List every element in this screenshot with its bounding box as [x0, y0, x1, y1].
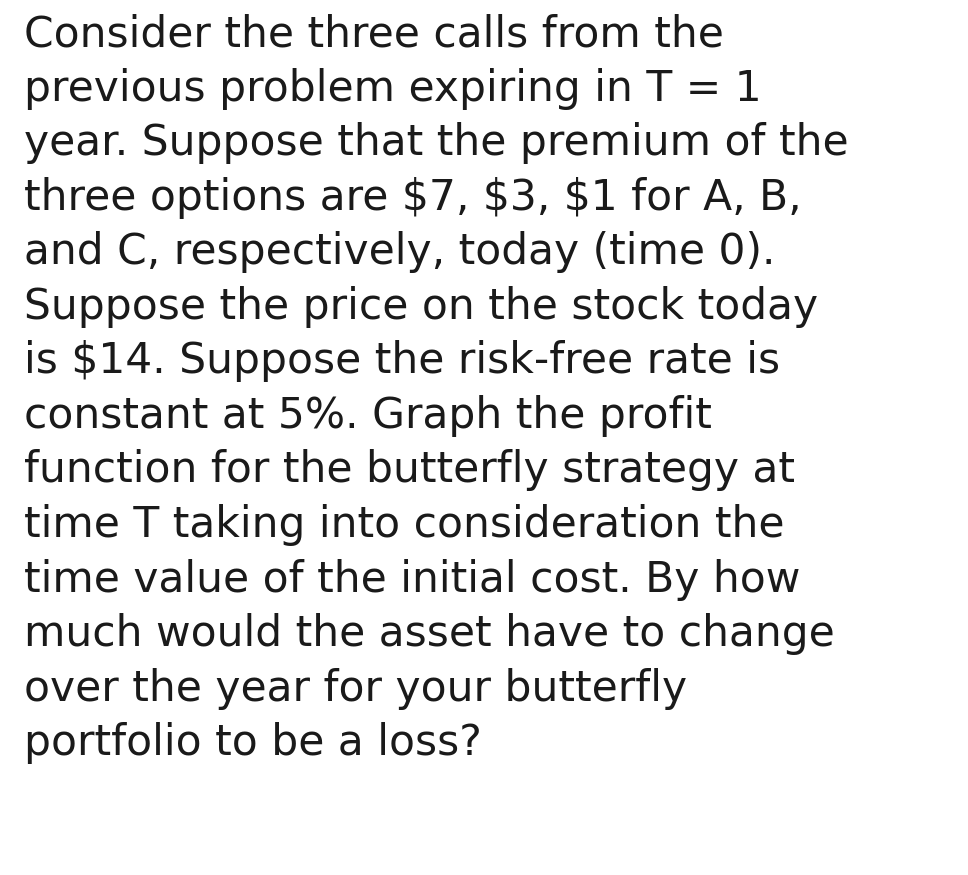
Text: Consider the three calls from the
previous problem expiring in T = 1
year. Suppo: Consider the three calls from the previo…: [24, 13, 849, 764]
